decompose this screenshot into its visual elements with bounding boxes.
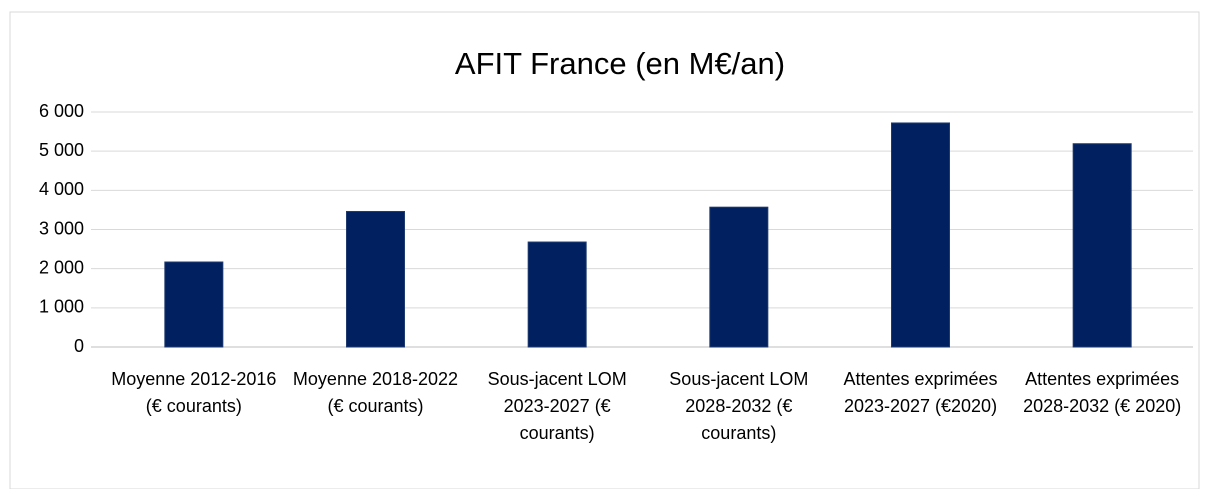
chart-frame (9, 11, 1200, 489)
y-tick-label: 6 000 (39, 101, 84, 121)
x-tick-label: Sous-jacent LOM 2028-2032 (€ courants) (669, 369, 809, 443)
y-tick-label: 2 000 (39, 257, 84, 277)
bar (1072, 143, 1132, 348)
bar (891, 122, 950, 348)
y-tick-label: 5 000 (39, 140, 84, 160)
chart-title: AFIT France (en M€/an) (455, 46, 785, 81)
bar (709, 206, 769, 348)
x-tick-label: Moyenne 2018-2022 (€ courants) (292, 369, 459, 416)
x-tick-label: Attentes exprimées 2028-2032 (€ 2020) (1023, 369, 1182, 416)
y-tick-label: 4 000 (39, 179, 84, 199)
y-tick-label: 0 (74, 336, 84, 356)
bar (527, 241, 587, 348)
y-tick-label: 1 000 (39, 297, 84, 317)
x-tick-label: Sous-jacent LOM 2023-2027 (€ courants) (487, 369, 627, 443)
x-tick-label: Moyenne 2012-2016 (€ courants) (111, 369, 277, 416)
x-tick-label: Attentes exprimées 2023-2027 (€2020) (843, 369, 998, 416)
y-tick-label: 3 000 (39, 218, 84, 238)
bar (346, 210, 405, 348)
bar (164, 261, 224, 348)
